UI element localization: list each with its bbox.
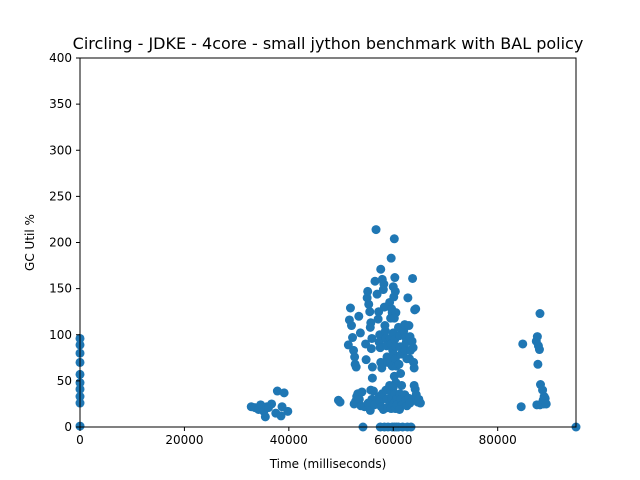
data-point xyxy=(355,328,365,338)
data-point xyxy=(397,380,407,390)
data-point xyxy=(394,359,404,369)
data-point xyxy=(367,373,377,383)
data-point xyxy=(364,299,374,309)
data-point xyxy=(267,399,277,409)
x-axis-ticks: 0 20000 40000 60000 80000 xyxy=(76,427,517,447)
data-point xyxy=(408,343,418,353)
data-point xyxy=(389,234,399,244)
data-point xyxy=(532,332,542,342)
y-axis-ticks: 0 50 100 150 200 250 300 350 400 xyxy=(49,51,80,434)
data-point xyxy=(357,387,367,397)
data-point xyxy=(346,321,356,331)
data-point xyxy=(389,313,399,323)
y-tick-label: 0 xyxy=(64,420,72,434)
data-point xyxy=(370,276,380,286)
x-tick-label: 40000 xyxy=(270,433,308,447)
y-tick-label: 100 xyxy=(49,328,72,342)
y-axis-label: GC Util % xyxy=(23,214,37,271)
y-tick-label: 150 xyxy=(49,282,72,296)
data-point xyxy=(535,309,545,319)
y-tick-label: 300 xyxy=(49,143,72,157)
data-point xyxy=(366,344,376,354)
data-point xyxy=(367,333,377,343)
data-point xyxy=(534,345,544,355)
data-point xyxy=(408,273,418,283)
data-point xyxy=(378,285,388,295)
data-point xyxy=(354,311,364,321)
data-point xyxy=(386,253,396,263)
data-point xyxy=(380,326,390,336)
data-point xyxy=(272,386,282,396)
x-tick-label: 0 xyxy=(76,433,84,447)
data-point xyxy=(363,286,373,296)
data-point xyxy=(368,386,378,396)
data-point xyxy=(361,355,371,365)
data-point xyxy=(351,362,361,372)
data-point xyxy=(365,307,375,317)
data-point xyxy=(283,406,293,416)
data-point xyxy=(376,264,386,274)
data-point xyxy=(279,388,289,398)
data-point xyxy=(372,289,382,299)
data-point xyxy=(415,398,425,408)
data-point xyxy=(260,412,270,422)
data-point xyxy=(518,339,528,349)
data-point xyxy=(345,303,355,313)
data-point xyxy=(335,397,345,407)
x-axis-label: Time (milliseconds) xyxy=(269,457,387,471)
y-tick-label: 350 xyxy=(49,97,72,111)
chart-title: Circling - JDKE - 4core - small jython b… xyxy=(73,34,584,53)
data-point xyxy=(403,293,413,303)
data-point xyxy=(348,333,358,343)
x-tick-label: 60000 xyxy=(374,433,412,447)
y-tick-label: 400 xyxy=(49,51,72,65)
data-point xyxy=(373,314,383,324)
data-point xyxy=(541,399,551,409)
data-point xyxy=(367,362,377,372)
data-point xyxy=(396,369,406,378)
data-point xyxy=(405,398,415,408)
data-point xyxy=(390,286,400,296)
points-layer xyxy=(75,225,581,432)
data-point xyxy=(404,321,414,331)
data-point xyxy=(371,225,381,235)
data-point xyxy=(516,402,526,412)
y-tick-label: 50 xyxy=(57,374,72,388)
data-point xyxy=(411,304,421,314)
y-tick-label: 250 xyxy=(49,189,72,203)
data-point xyxy=(350,352,360,362)
data-point xyxy=(390,273,400,283)
x-tick-label: 20000 xyxy=(165,433,203,447)
data-point xyxy=(395,404,405,414)
data-point xyxy=(409,363,419,373)
data-point xyxy=(276,411,286,421)
data-point xyxy=(533,359,543,369)
data-point xyxy=(365,322,375,332)
data-point xyxy=(377,363,387,373)
y-tick-label: 200 xyxy=(49,236,72,250)
x-tick-label: 80000 xyxy=(479,433,517,447)
